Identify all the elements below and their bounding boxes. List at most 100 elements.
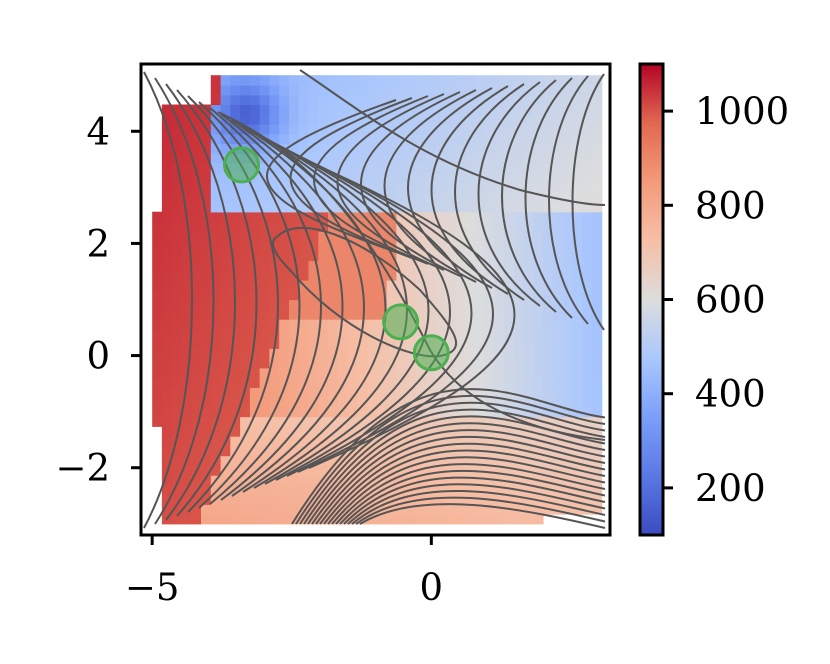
heatmap-cell (220, 309, 231, 320)
heatmap-cell (503, 250, 515, 262)
heatmap-cell (201, 406, 212, 418)
heatmap-cell (582, 202, 593, 213)
heatmap-cell (445, 241, 456, 252)
heatmap-cell (210, 104, 222, 115)
heatmap-cell (396, 387, 407, 398)
heatmap-cell (230, 94, 241, 106)
heatmap-cell (474, 221, 485, 232)
heatmap-cell (406, 143, 417, 154)
heatmap-cell (181, 289, 192, 301)
heatmap-cell (572, 475, 583, 486)
heatmap-cell (474, 328, 485, 340)
heatmap-cell (494, 319, 505, 330)
heatmap-cell (523, 289, 534, 301)
heatmap-cell (494, 484, 505, 496)
heatmap-cell (201, 494, 212, 505)
heatmap-cell (357, 241, 368, 252)
heatmap-cell (523, 348, 534, 359)
heatmap-cell (445, 211, 456, 223)
heatmap-cell (161, 192, 173, 203)
heatmap-cell (552, 192, 564, 203)
heatmap-cell (464, 182, 476, 193)
heatmap-cell (279, 85, 290, 96)
contour-line (359, 503, 606, 529)
heatmap-cell (249, 397, 261, 408)
heatmap-cell (435, 328, 446, 340)
heatmap-cell (406, 514, 417, 525)
heatmap-cell (523, 172, 534, 184)
heatmap-cell (513, 387, 525, 398)
heatmap-cell (240, 75, 251, 86)
contour-line (339, 469, 606, 525)
heatmap-cell (191, 514, 202, 525)
heatmap-cell (543, 231, 554, 242)
heatmap-cell (171, 202, 183, 213)
heatmap-cell (240, 94, 251, 106)
heatmap-cell (386, 172, 398, 184)
heatmap-cell (533, 319, 544, 330)
heatmap-cell (543, 221, 554, 232)
heatmap-cell (562, 406, 573, 418)
heatmap-cell (328, 387, 339, 398)
heatmap-cell (269, 387, 280, 398)
heatmap-cell (201, 358, 212, 369)
heatmap-cell (396, 153, 407, 164)
heatmap-cell (220, 416, 231, 427)
heatmap-cell (181, 163, 192, 174)
heatmap-cell (416, 104, 427, 115)
heatmap-cell (171, 504, 183, 515)
heatmap-cell (367, 153, 378, 164)
heatmap-cell (435, 280, 446, 291)
heatmap-cell (308, 280, 319, 291)
heatmap-cell (591, 406, 603, 418)
heatmap-cell (210, 358, 222, 369)
heatmap-cell (347, 328, 358, 340)
heatmap-cell (406, 182, 417, 193)
heatmap-cell (220, 358, 231, 369)
heatmap-cell (201, 484, 212, 496)
heatmap-cell (406, 260, 417, 271)
heatmap-cell (543, 182, 554, 193)
heatmap-cell (191, 348, 202, 359)
heatmap-cell (386, 270, 398, 281)
heatmap-cell (298, 94, 310, 106)
heatmap-cell (181, 153, 192, 164)
heatmap-cell (220, 367, 231, 379)
heatmap-cell (161, 250, 173, 262)
heatmap-cell (503, 124, 515, 135)
heatmap-cell (171, 484, 183, 496)
heatmap-cell (191, 241, 202, 252)
heatmap-cell (552, 182, 564, 193)
heatmap-cell (582, 416, 593, 427)
heatmap-cell (455, 455, 466, 466)
heatmap-cell (435, 416, 446, 427)
heatmap-cell (464, 406, 476, 418)
heatmap-cell (494, 133, 505, 145)
heatmap-cell (269, 241, 280, 252)
heatmap-cell (337, 494, 349, 505)
heatmap-cell (230, 260, 241, 271)
heatmap-cell (523, 484, 534, 496)
heatmap-cell (464, 124, 476, 135)
heatmap-cell (308, 367, 319, 379)
heatmap-cell (347, 211, 358, 223)
heatmap-cell (171, 172, 183, 184)
heatmap-cell (347, 75, 358, 86)
heatmap-cell (533, 465, 544, 476)
heatmap-cell (582, 387, 593, 398)
heatmap-cell (591, 338, 603, 349)
heatmap-cell (210, 231, 222, 242)
heatmap-cell (484, 202, 495, 213)
heatmap-cell (240, 260, 251, 271)
heatmap-cell (455, 348, 466, 359)
heatmap-cell (445, 133, 456, 145)
heatmap-cell (582, 280, 593, 291)
heatmap-cell (289, 289, 300, 301)
heatmap-cell (425, 328, 437, 340)
heatmap-cell (347, 319, 358, 330)
heatmap-cell (503, 114, 515, 125)
heatmap-cell (298, 328, 310, 340)
heatmap-cell (240, 231, 251, 242)
heatmap-cell (445, 192, 456, 203)
heatmap-cell (494, 465, 505, 476)
